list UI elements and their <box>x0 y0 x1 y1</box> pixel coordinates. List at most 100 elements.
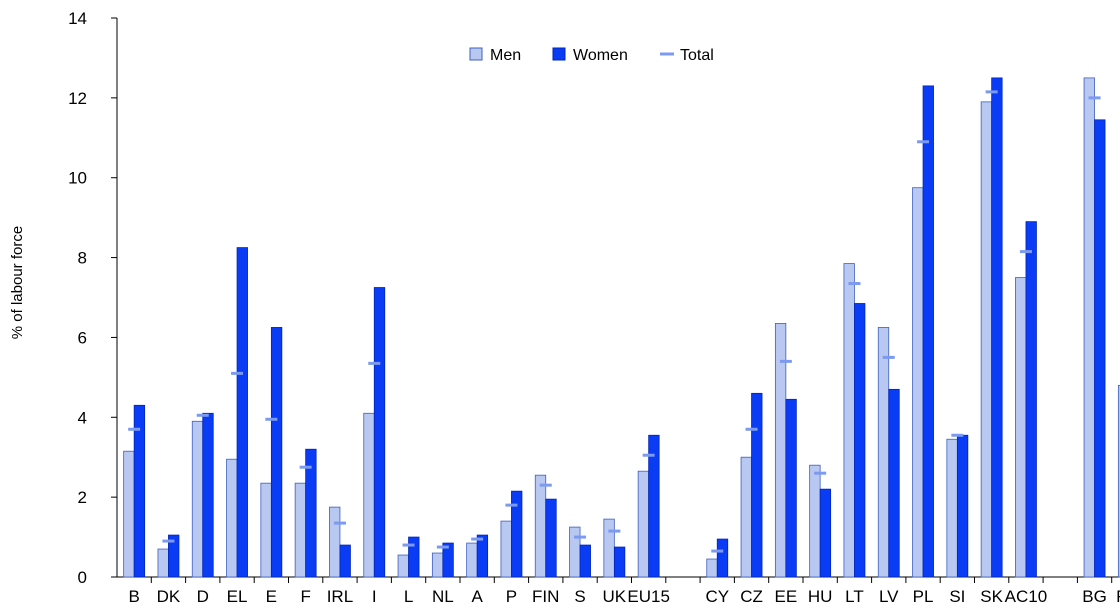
legend-label: Men <box>490 47 521 64</box>
bar-men <box>123 450 135 578</box>
bar-women <box>133 404 146 578</box>
x-tick-label: AC10 <box>1005 587 1048 606</box>
x-tick-label: LV <box>879 587 899 606</box>
x-tick-label: DK <box>157 587 181 606</box>
bar-women <box>613 546 626 578</box>
bar-men <box>1117 384 1120 578</box>
bar-women <box>854 303 866 578</box>
x-tick-label: E <box>266 587 277 606</box>
bar-women <box>476 534 489 578</box>
x-tick-label: NL <box>432 587 454 606</box>
total-markers <box>128 90 1101 553</box>
x-tick-label: A <box>471 587 483 606</box>
bar-men <box>706 558 718 578</box>
bar-women <box>751 392 763 578</box>
bar-men <box>534 474 547 578</box>
x-tick-label: P <box>506 587 517 606</box>
x-tick-label: UK <box>603 587 627 606</box>
bar-men <box>294 482 307 578</box>
bar-women <box>888 388 900 578</box>
x-tick-label: D <box>197 587 209 606</box>
bar-women <box>511 490 523 578</box>
category-labels: B DK D EL E F IRL I L NL A P FIN S UK EU15 CY CZ EE HU LT LV P… <box>128 587 1120 606</box>
x-tick-label: SK <box>980 587 1003 606</box>
x-tick-label: SI <box>949 587 965 606</box>
bar-men <box>569 526 581 578</box>
bar-men <box>946 438 958 578</box>
x-tick-label: EL <box>227 587 248 606</box>
bar-women <box>819 488 832 578</box>
x-tick-label: LT <box>845 587 864 606</box>
bar-women <box>408 536 420 578</box>
bar-men <box>226 458 238 578</box>
bar-men <box>912 187 924 578</box>
bar-women <box>785 398 797 578</box>
bar-men <box>397 554 409 578</box>
y-tick-label: 6 <box>78 328 87 347</box>
legend-swatch <box>552 47 566 61</box>
x-tick-label: I <box>372 587 377 606</box>
bar-women <box>956 434 969 578</box>
axes: 0 2 4 6 8 10 12 14 <box>68 9 1120 587</box>
x-tick-label: CZ <box>740 587 763 606</box>
bar-women <box>339 544 351 578</box>
bar-women <box>202 412 214 578</box>
x-tick-label: FIN <box>532 587 559 606</box>
bar-women <box>442 542 454 578</box>
bar-men <box>431 552 444 578</box>
bar-men <box>809 464 821 578</box>
bar-women <box>648 434 660 578</box>
bar-men <box>157 548 169 578</box>
bar-women <box>922 85 934 578</box>
bar-men <box>260 482 272 578</box>
bar-men <box>980 101 993 578</box>
y-tick-label: 14 <box>68 9 87 28</box>
x-tick-label: B <box>128 587 139 606</box>
y-tick-label: 10 <box>68 169 87 188</box>
x-tick-label: HU <box>808 587 833 606</box>
bar-women <box>270 327 283 578</box>
y-tick-label: 0 <box>78 568 87 587</box>
y-tick-label: 4 <box>78 408 87 427</box>
bar-men <box>603 518 615 578</box>
bar-men <box>637 470 650 578</box>
y-tick-label: 8 <box>78 249 87 268</box>
bar-women <box>716 538 729 578</box>
bar-women <box>1094 119 1106 578</box>
bar-men <box>740 456 752 578</box>
x-tick-label: CY <box>705 587 729 606</box>
legend-label: Women <box>573 47 628 64</box>
legend: Men Women Total <box>469 47 714 64</box>
bar-men <box>363 412 375 578</box>
bar-women <box>1025 221 1037 578</box>
bar-women <box>236 247 248 578</box>
bar-men <box>843 263 855 578</box>
x-tick-label: S <box>574 587 585 606</box>
bar-men <box>1015 277 1027 578</box>
bar-men <box>1083 77 1095 578</box>
x-tick-label: IRL <box>327 587 353 606</box>
bar-men <box>329 506 341 578</box>
bars <box>123 77 1120 578</box>
legend-label: Total <box>680 47 714 64</box>
x-tick-label: L <box>404 587 413 606</box>
bar-women <box>991 77 1003 578</box>
bar-women <box>305 448 317 578</box>
legend-swatch <box>469 47 483 61</box>
bar-women <box>579 544 591 578</box>
x-tick-label: EE <box>775 587 798 606</box>
y-tick-label: 12 <box>68 89 87 108</box>
x-tick-label: PL <box>913 587 934 606</box>
bar-men <box>466 542 478 578</box>
x-tick-label: BG <box>1082 587 1107 606</box>
y-axis-title: % of labour force <box>9 226 26 339</box>
bar-women <box>168 534 180 578</box>
bar-women <box>373 287 386 578</box>
bar-men <box>877 327 890 578</box>
bar-men <box>191 420 204 578</box>
x-tick-label: EU15 <box>627 587 670 606</box>
x-tick-label: F <box>300 587 310 606</box>
bar-men <box>500 520 512 578</box>
bar-women <box>545 498 557 578</box>
